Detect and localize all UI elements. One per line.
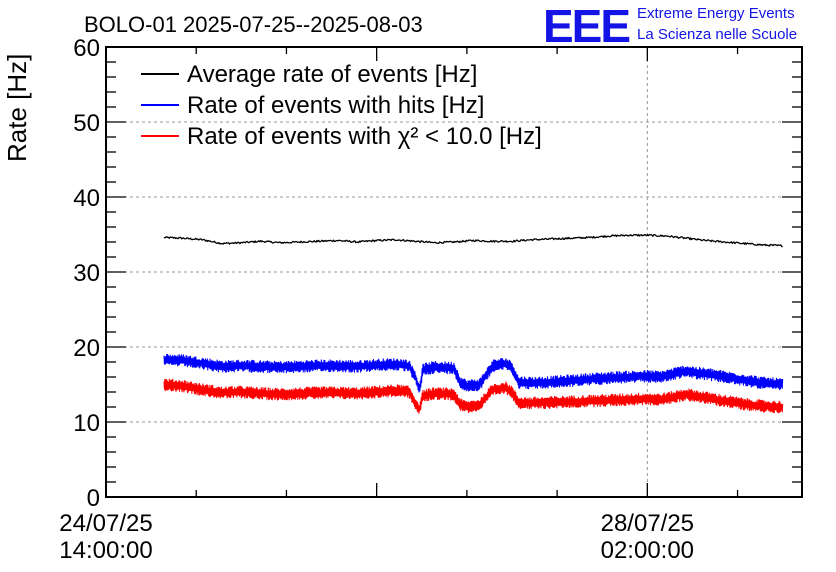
legend-entry-1: Average rate of events [Hz] xyxy=(187,61,477,88)
series-lines xyxy=(163,233,784,414)
x-tick-label-date: 28/07/25 xyxy=(601,510,694,537)
logo-line-1: Extreme Energy Events xyxy=(637,5,795,22)
logo-mark: EEE xyxy=(543,0,629,52)
series-line-1 xyxy=(163,233,783,248)
chart-title: BOLO-01 2025-07-25--2025-08-03 xyxy=(84,12,423,37)
series-line-3 xyxy=(163,378,784,414)
y-axis-label: Rate [Hz] xyxy=(2,54,32,162)
y-tick-label: 40 xyxy=(73,185,100,212)
y-tick-label: 20 xyxy=(73,335,100,362)
y-tick-label: 50 xyxy=(73,110,100,137)
y-tick-label: 30 xyxy=(73,260,100,287)
legend-entry-3: Rate of events with χ² < 10.0 [Hz] xyxy=(187,123,542,150)
y-tick-label: 60 xyxy=(73,35,100,62)
legend: Average rate of events [Hz] Rate of event… xyxy=(141,61,542,150)
x-tick-label-time: 02:00:00 xyxy=(601,537,694,564)
series-line-2 xyxy=(163,353,784,393)
x-tick-label-time: 14:00:00 xyxy=(59,537,152,564)
x-tick-label-date: 24/07/25 xyxy=(59,510,152,537)
legend-entry-2: Rate of events with hits [Hz] xyxy=(187,92,484,119)
logo-line-2: La Scienza nelle Scuole xyxy=(637,26,797,43)
y-tick-label: 10 xyxy=(73,410,100,437)
y-tick-label: 0 xyxy=(87,485,100,512)
eee-logo: EEE Extreme Energy Events La Scienza nel… xyxy=(543,0,797,52)
grid-lines xyxy=(106,47,802,497)
